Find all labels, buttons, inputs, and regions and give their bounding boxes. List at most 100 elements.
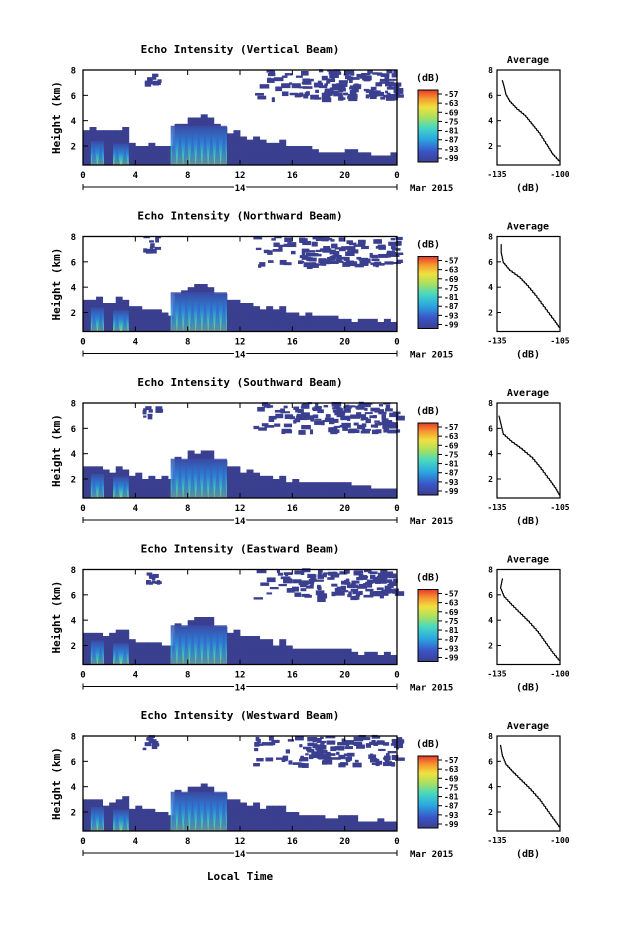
echo-speck	[307, 573, 316, 578]
echo-cell	[128, 309, 136, 313]
date-label: Mar 2015	[410, 517, 453, 527]
echo-cell	[194, 789, 202, 794]
echo-speck	[376, 736, 381, 739]
echo-speck	[322, 759, 333, 765]
echo-speck	[323, 405, 329, 408]
echo-speck	[384, 585, 392, 590]
echo-cell	[285, 651, 293, 656]
echo-cell	[148, 827, 156, 832]
echo-cell	[200, 617, 208, 621]
echo-speck	[326, 753, 336, 756]
colorbar-gradient	[417, 89, 439, 163]
colorbar-tick-label: -99	[444, 654, 459, 663]
echo-cell	[266, 475, 274, 480]
echo-speck	[253, 236, 263, 240]
echo-cell	[89, 299, 97, 304]
echo-speck	[374, 591, 384, 594]
echo-cell	[83, 318, 90, 323]
echo-speck	[394, 252, 404, 256]
echo-speck	[344, 70, 353, 73]
echo-speck	[384, 76, 390, 82]
echo-cell	[292, 482, 300, 486]
echo-cell	[292, 655, 300, 659]
echo-speck	[317, 597, 326, 603]
echo-speck	[307, 749, 315, 753]
echo-speck	[152, 76, 157, 80]
echo-cell	[135, 161, 143, 166]
echo-cell	[298, 315, 306, 320]
echo-cell	[311, 315, 319, 320]
colorbar-tick-label: -93	[444, 811, 459, 820]
profile-x-tick-label: -100	[550, 836, 569, 845]
echo-cell	[226, 482, 234, 486]
echo-cell	[364, 658, 372, 662]
echo-cell	[246, 488, 254, 493]
echo-cell	[259, 328, 267, 332]
echo-cell	[370, 488, 378, 493]
echo-cell	[240, 824, 247, 829]
echo-speck	[259, 84, 270, 89]
echo-speck	[256, 757, 264, 762]
echo-speck	[256, 569, 267, 574]
echo-cell	[154, 328, 162, 332]
echo-cell	[226, 821, 234, 826]
echo-cell	[370, 651, 378, 656]
echo-cell	[83, 808, 90, 813]
echo-speck	[389, 421, 394, 427]
y-tick-label: 2	[71, 642, 76, 652]
echo-speck	[155, 406, 163, 411]
echo-cell	[233, 632, 241, 637]
echo-cell	[109, 488, 117, 493]
echo-speck	[391, 738, 400, 743]
echo-cell	[292, 155, 300, 160]
echo-cell	[83, 642, 90, 646]
echo-cell	[83, 805, 90, 810]
echo-cell	[148, 818, 156, 822]
echo-speck	[157, 79, 162, 83]
echo-cell	[135, 827, 143, 832]
echo-speck	[316, 584, 321, 590]
echo-speck	[379, 409, 384, 414]
echo-cell	[266, 309, 274, 313]
echo-cell	[246, 479, 254, 483]
echo-cell	[331, 491, 339, 496]
echo-streak	[97, 477, 104, 498]
echo-speck	[323, 572, 329, 575]
echo-cell	[83, 494, 90, 499]
echo-cell	[279, 655, 287, 659]
echo-speck	[378, 421, 382, 426]
echo-cell	[187, 620, 195, 624]
echo-cell	[226, 315, 234, 320]
echo-cell	[141, 322, 149, 326]
echo-speck	[350, 588, 359, 592]
echo-cell	[83, 469, 90, 474]
echo-cell	[161, 149, 169, 153]
echo-speck	[271, 739, 280, 743]
echo-cell	[226, 155, 234, 160]
echo-cell	[83, 303, 90, 307]
echo-cell	[253, 661, 261, 665]
echo-cell	[233, 306, 241, 310]
echo-cell	[187, 287, 195, 291]
echo-cell	[109, 491, 117, 496]
echo-cell	[357, 318, 365, 323]
colorbar-tick-label: -87	[444, 635, 459, 644]
echo-cell	[102, 318, 110, 323]
echo-speck	[152, 741, 159, 746]
echo-cell	[364, 821, 372, 826]
echo-cell	[246, 645, 254, 650]
echo-speck	[281, 83, 291, 89]
y-tick-label: 6	[71, 758, 76, 768]
profile-y-tick-label: 8	[488, 399, 493, 408]
echo-cell	[318, 315, 326, 320]
heatmap	[83, 568, 405, 665]
echo-cell	[298, 158, 306, 163]
echo-cell	[194, 290, 202, 294]
echo-speck	[254, 741, 260, 747]
echo-speck	[258, 264, 262, 268]
x-tick-label: 20	[339, 671, 350, 681]
echo-cell	[266, 158, 274, 163]
echo-cell	[233, 491, 241, 496]
echo-speck	[299, 260, 305, 264]
